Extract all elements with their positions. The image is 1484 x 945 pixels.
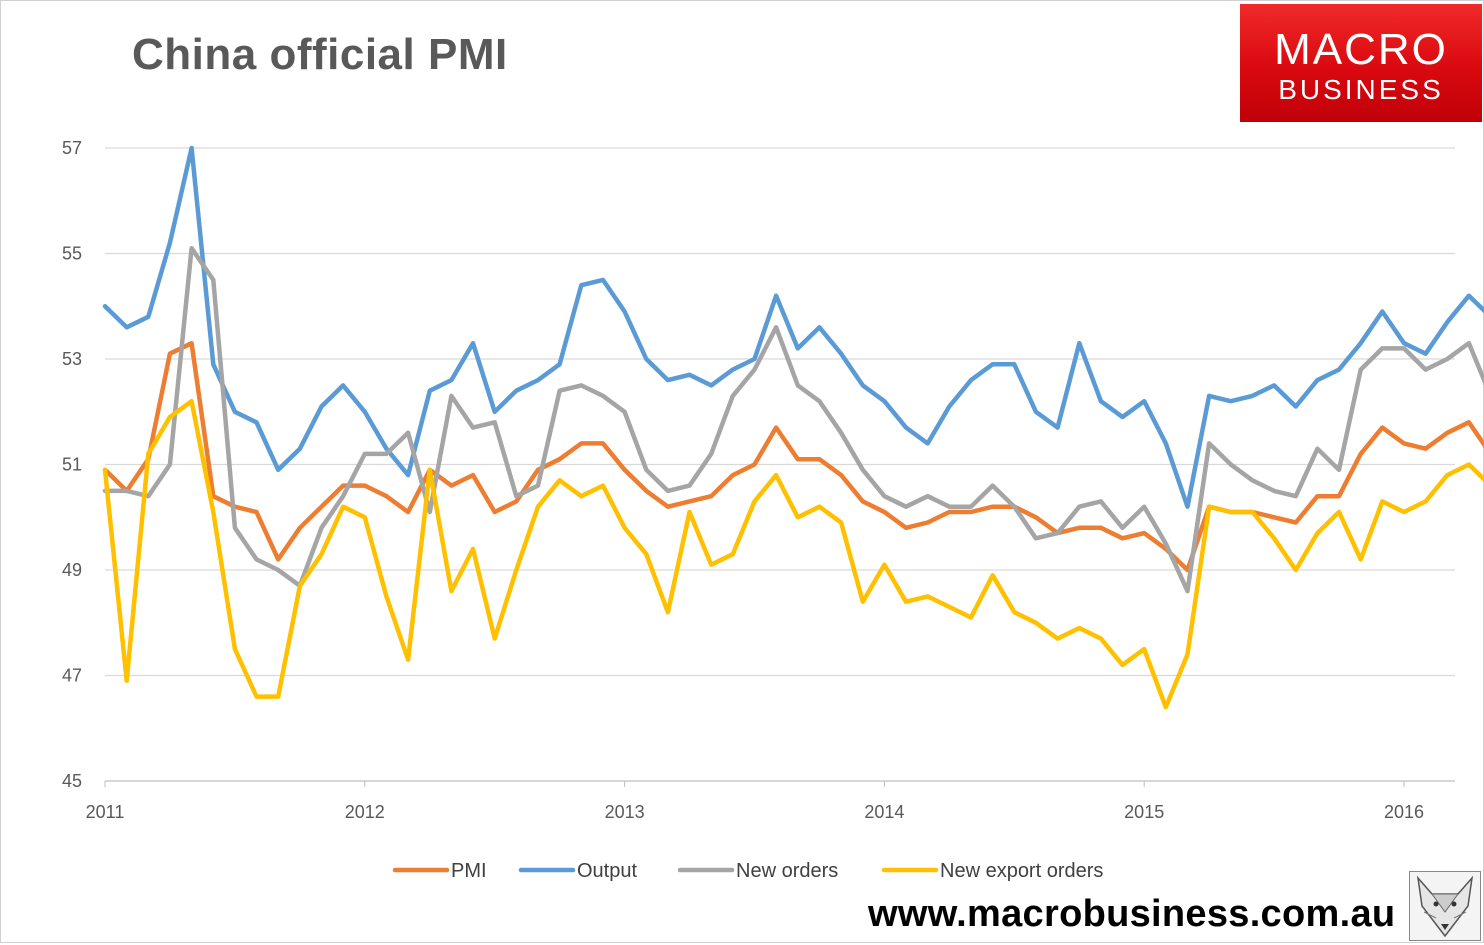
x-axis-ticks: 2011201220132014201520162017	[86, 781, 1424, 822]
x-tick-label: 2013	[605, 802, 645, 822]
series-line-new-orders	[102, 245, 1484, 594]
y-tick-label: 47	[62, 666, 82, 686]
logo-line-2: BUSINESS	[1278, 74, 1444, 105]
chart-title: China official PMI	[132, 30, 508, 79]
y-tick-label: 57	[62, 138, 82, 158]
gridlines	[105, 147, 1455, 782]
fox-logo-icon	[1409, 871, 1481, 941]
x-tick-label: 2014	[864, 802, 904, 822]
legend-label: New export orders	[940, 860, 1103, 882]
legend-label: New orders	[736, 860, 838, 882]
y-axis-ticks: 45 47 49 51 53 55 57	[62, 138, 82, 791]
macro-business-logo: MACRO BUSINESS	[1240, 4, 1482, 122]
series-line-pmi	[102, 340, 1484, 573]
x-tick-label: 2012	[345, 802, 385, 822]
x-tick-label: 2016	[1384, 802, 1424, 822]
legend-label: Output	[577, 860, 637, 882]
x-tick-label: 2015	[1124, 802, 1164, 822]
series-lines	[102, 145, 1484, 710]
series-line-new-export-orders	[102, 398, 1484, 710]
y-tick-label: 49	[62, 560, 82, 580]
legend: PMI Output New orders New export orders	[392, 860, 1103, 882]
x-tick-label: 2011	[86, 802, 125, 822]
series-line-output	[102, 145, 1484, 509]
y-tick-label: 51	[62, 455, 82, 475]
legend-label: PMI	[451, 860, 487, 882]
y-tick-label: 45	[62, 771, 82, 791]
logo-line-1: MACRO	[1274, 25, 1448, 74]
footer-url[interactable]: www.macrobusiness.com.au	[868, 893, 1396, 935]
y-tick-label: 55	[62, 244, 82, 264]
y-tick-label: 53	[62, 349, 82, 369]
